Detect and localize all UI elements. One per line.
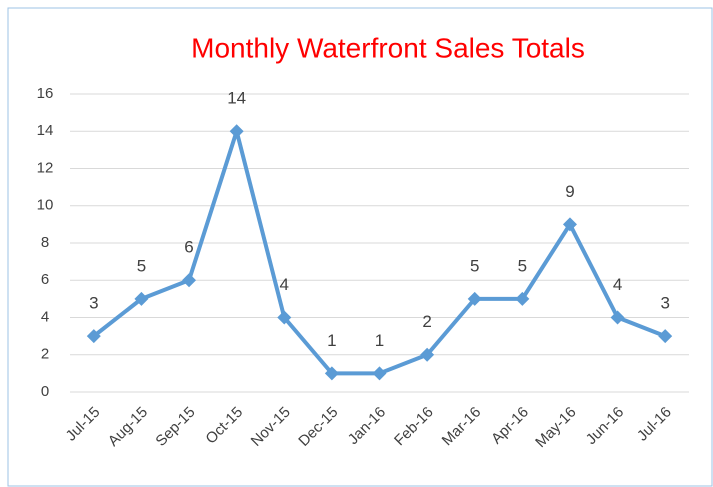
y-tick-label: 10 <box>37 197 54 214</box>
y-tick-label: 0 <box>41 383 49 400</box>
marker <box>229 124 244 139</box>
data-label: 3 <box>660 294 669 313</box>
y-tick-label: 2 <box>41 346 49 363</box>
chart-title: Monthly Waterfront Sales Totals <box>191 32 585 63</box>
y-tick-label: 8 <box>41 234 49 251</box>
marker <box>134 291 149 306</box>
y-tick-label: 16 <box>37 85 54 102</box>
marker <box>658 329 673 344</box>
marker <box>610 310 625 325</box>
marker <box>562 217 577 232</box>
data-label: 4 <box>280 275 289 294</box>
y-tick-label: 4 <box>41 308 49 325</box>
marker <box>515 291 530 306</box>
chart-frame <box>7 7 713 487</box>
data-label: 9 <box>565 182 574 201</box>
data-label: 5 <box>470 256 479 275</box>
data-label: 5 <box>137 256 146 275</box>
y-tick-label: 14 <box>37 122 54 139</box>
y-tick-label: 6 <box>41 271 49 288</box>
data-label: 6 <box>184 238 193 257</box>
data-label: 5 <box>518 256 527 275</box>
marker <box>324 366 339 381</box>
marker <box>86 329 101 344</box>
marker <box>182 273 197 288</box>
data-label: 2 <box>422 312 431 331</box>
y-tick-label: 12 <box>37 159 54 176</box>
data-label: 1 <box>375 331 384 350</box>
marker <box>372 366 387 381</box>
data-label: 1 <box>327 331 336 350</box>
data-label: 4 <box>613 275 622 294</box>
marker <box>420 347 435 362</box>
data-label: 3 <box>89 294 98 313</box>
marker <box>467 291 482 306</box>
marker <box>277 310 292 325</box>
data-label: 14 <box>227 89 246 108</box>
